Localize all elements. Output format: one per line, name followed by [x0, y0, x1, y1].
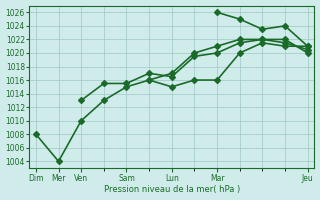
X-axis label: Pression niveau de la mer( hPa ): Pression niveau de la mer( hPa ): [104, 185, 240, 194]
